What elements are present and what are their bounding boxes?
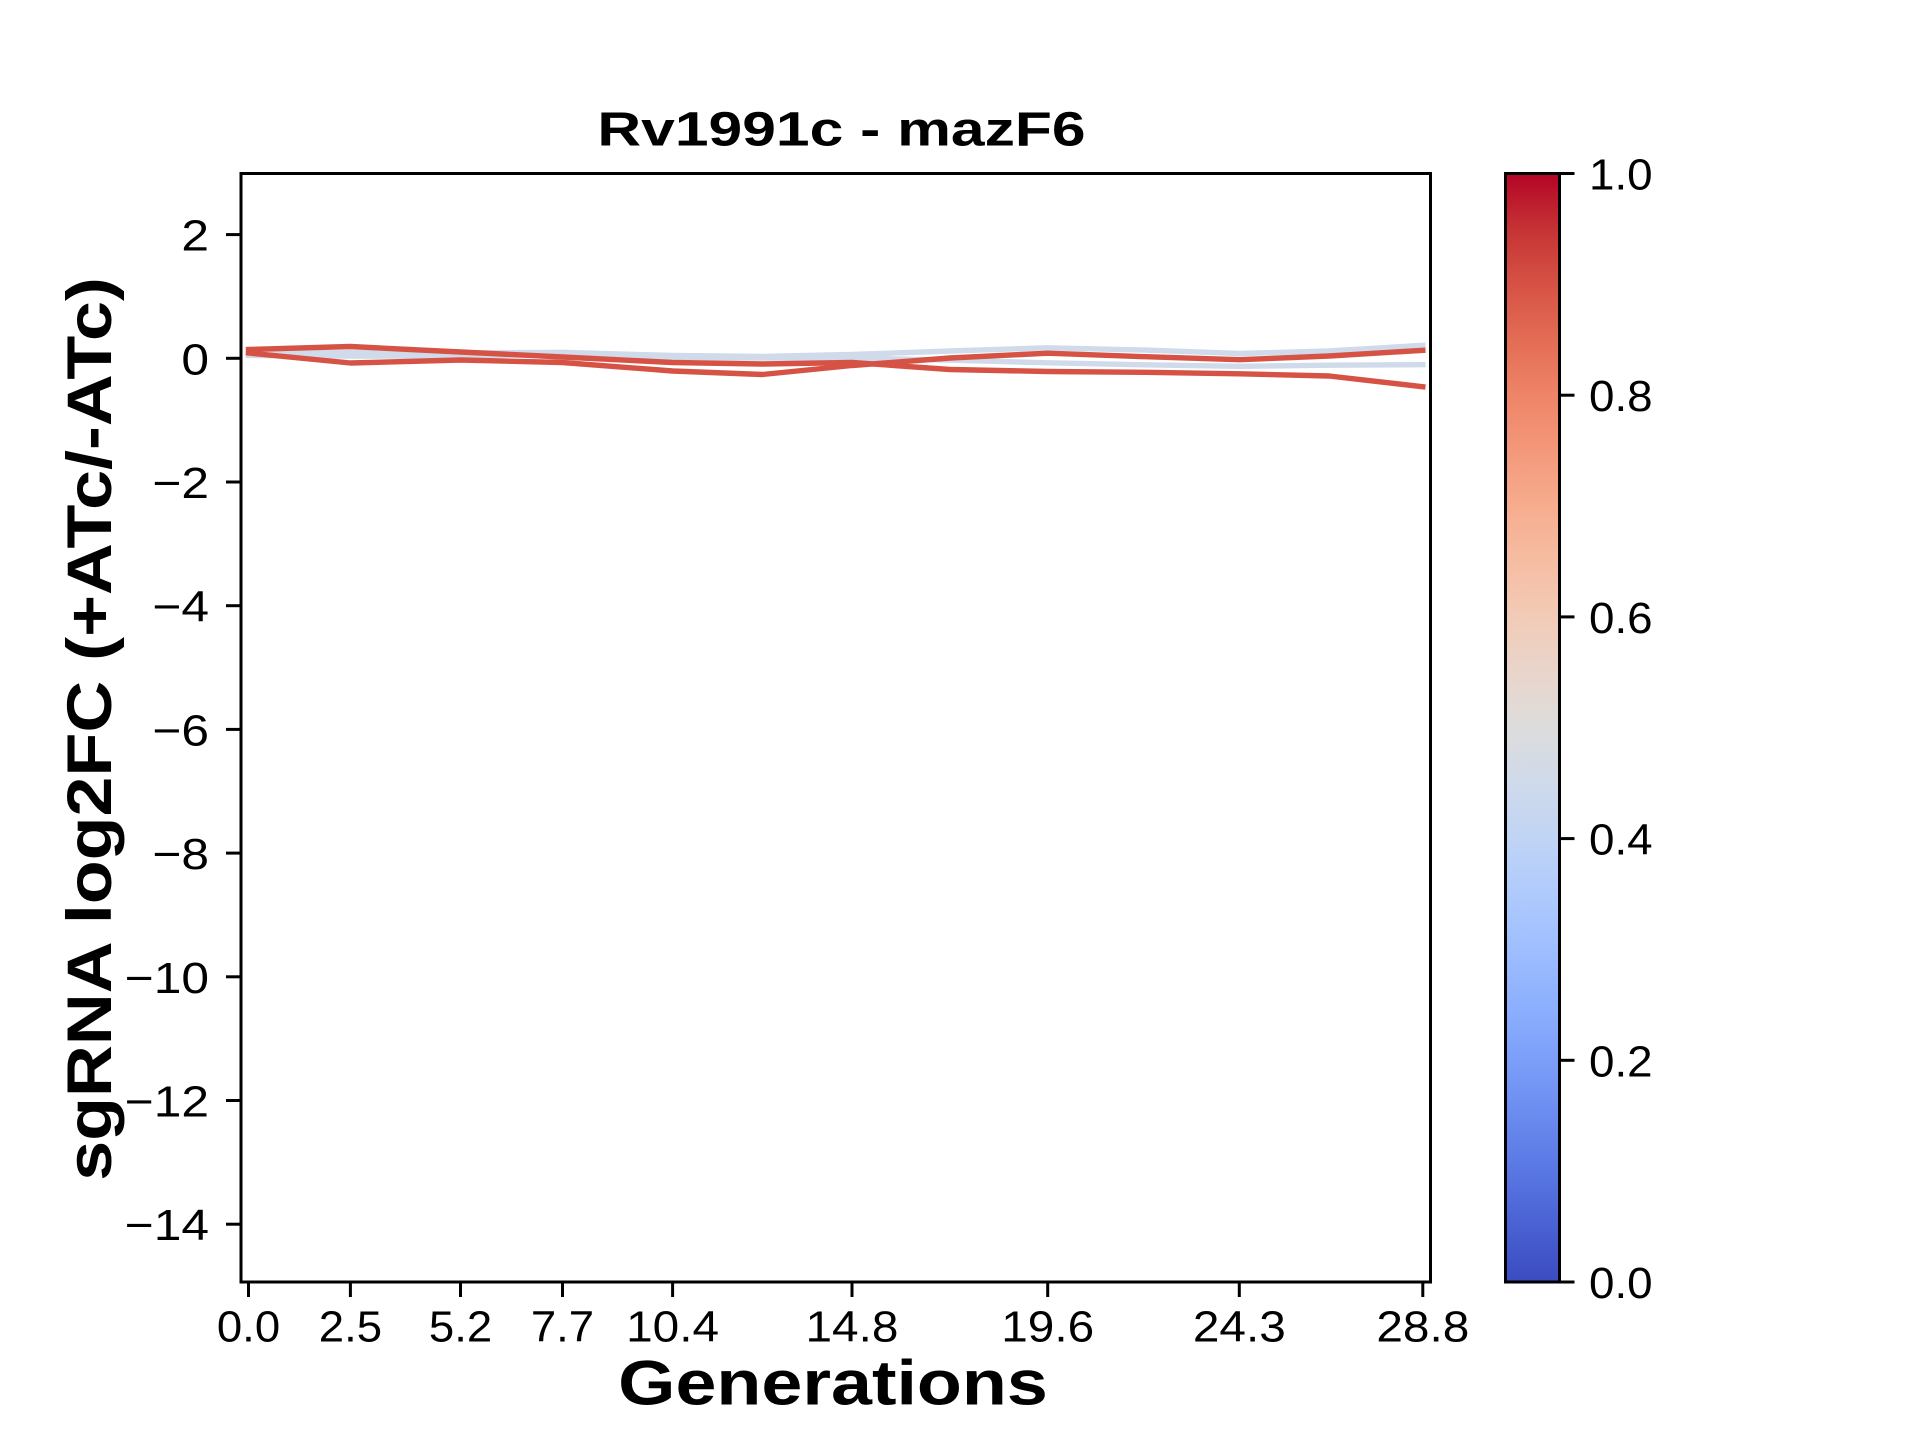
svg-text:24.3: 24.3 — [1193, 1301, 1286, 1351]
svg-text:2: 2 — [181, 211, 209, 260]
svg-text:−2: −2 — [152, 459, 209, 508]
svg-text:−4: −4 — [152, 582, 209, 631]
svg-text:7.7: 7.7 — [531, 1302, 594, 1351]
svg-text:19.6: 19.6 — [1001, 1301, 1094, 1351]
svg-text:Rv1991c - mazF6: Rv1991c - mazF6 — [597, 102, 1085, 156]
svg-text:0.4: 0.4 — [1589, 814, 1653, 864]
svg-text:0.2: 0.2 — [1589, 1036, 1653, 1086]
svg-text:−6: −6 — [152, 706, 209, 755]
svg-text:−8: −8 — [152, 830, 209, 879]
svg-text:14.8: 14.8 — [806, 1301, 899, 1351]
svg-text:10.4: 10.4 — [626, 1301, 719, 1351]
svg-text:sgRNA log2FC (+ATc/-ATc): sgRNA log2FC (+ATc/-ATc) — [55, 277, 125, 1181]
svg-text:0.0: 0.0 — [217, 1302, 280, 1351]
svg-text:2.5: 2.5 — [319, 1302, 382, 1351]
svg-text:0.6: 0.6 — [1589, 593, 1653, 643]
svg-text:0: 0 — [181, 335, 209, 384]
svg-text:5.2: 5.2 — [429, 1302, 492, 1351]
svg-text:0.0: 0.0 — [1589, 1258, 1653, 1308]
svg-text:Generations: Generations — [618, 1348, 1048, 1419]
svg-text:0.8: 0.8 — [1589, 371, 1653, 421]
svg-text:1.0: 1.0 — [1589, 149, 1653, 199]
svg-text:−14: −14 — [125, 1201, 209, 1250]
svg-text:−10: −10 — [125, 953, 209, 1002]
svg-text:28.8: 28.8 — [1376, 1301, 1469, 1351]
svg-text:−12: −12 — [125, 1077, 209, 1126]
